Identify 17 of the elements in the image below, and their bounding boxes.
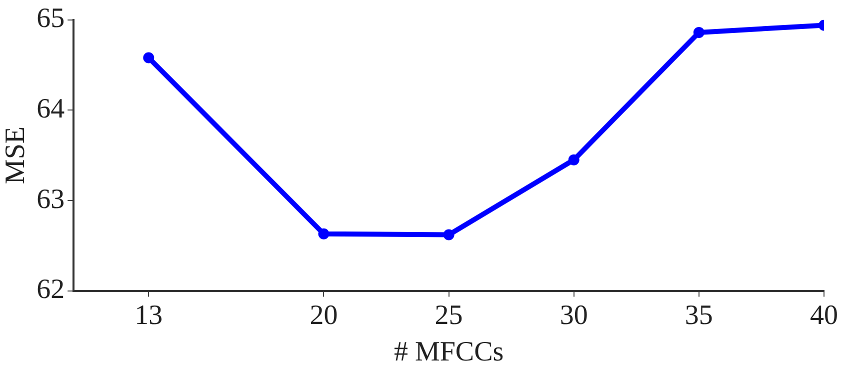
x-tick-label: 30 bbox=[560, 300, 588, 331]
x-tick-label: 25 bbox=[434, 300, 463, 331]
x-tick-label: 40 bbox=[810, 300, 838, 331]
point bbox=[143, 52, 154, 64]
x-tick-label: 13 bbox=[134, 300, 163, 331]
point bbox=[693, 26, 704, 38]
y-tick-label: 64 bbox=[36, 93, 65, 124]
point bbox=[568, 154, 580, 166]
x-tick-label: 20 bbox=[310, 300, 338, 331]
y-axis-title: MSE bbox=[0, 126, 32, 184]
point bbox=[443, 229, 454, 240]
y-tick-label: 65 bbox=[36, 3, 65, 34]
y-tick-label: 63 bbox=[36, 184, 65, 215]
x-axis-title: # MFCCs bbox=[394, 336, 504, 368]
y-tick-label: 62 bbox=[36, 274, 65, 306]
point bbox=[318, 228, 330, 240]
x-tick-label: 35 bbox=[684, 300, 713, 331]
